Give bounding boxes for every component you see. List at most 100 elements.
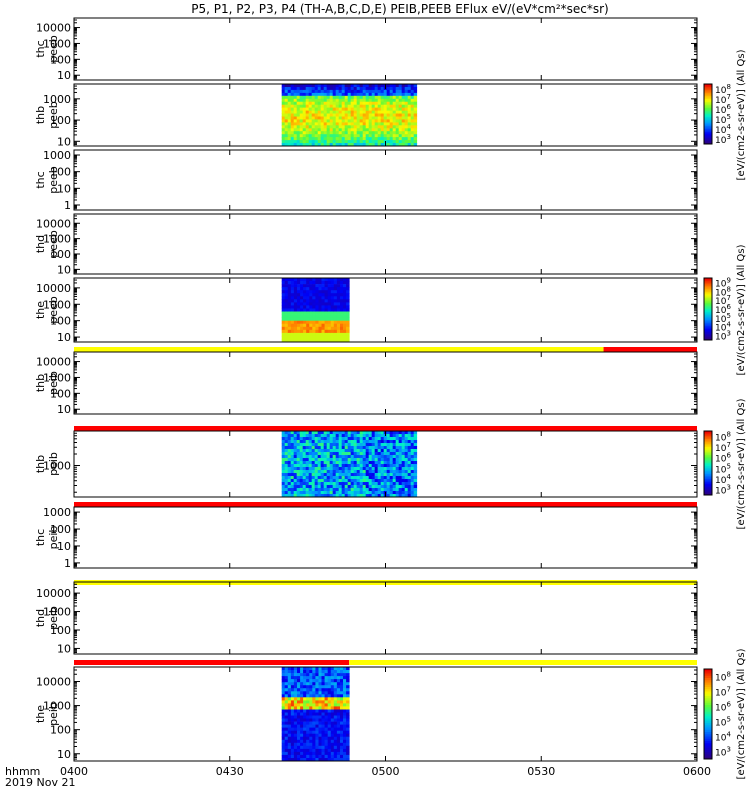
spectrogram-cell [356, 125, 361, 129]
spectrogram-cell [350, 101, 355, 106]
spectrogram-cell [323, 458, 328, 462]
spectrogram-cell [317, 119, 322, 123]
spectrogram-cell [324, 691, 329, 695]
spectrogram-cell [356, 104, 361, 109]
spectrogram-cell [293, 464, 298, 468]
spectrogram-cell [410, 104, 415, 109]
spectrogram-cell [340, 745, 344, 750]
spectrogram-cell [343, 332, 347, 337]
spectrogram-cell [347, 134, 352, 138]
spectrogram-cell [308, 98, 313, 103]
spectrogram-cell [287, 434, 292, 438]
spectrogram-cell [303, 314, 307, 318]
spectrogram-cell [308, 467, 313, 471]
spectrogram-cell [404, 87, 409, 91]
colorbar-tick-label: 107 [715, 93, 731, 106]
spectrogram-cell [374, 107, 379, 111]
spectrogram-cell [340, 284, 344, 288]
spectrogram-cell [299, 122, 304, 126]
spectrogram-cell [365, 452, 370, 456]
spectrogram-cell [306, 685, 310, 689]
spectrogram-cell [350, 89, 355, 94]
colorbar-cell [704, 127, 712, 130]
spectrogram-cell [386, 134, 391, 138]
spectrogram-cell [290, 314, 295, 318]
spectrogram-cell [315, 670, 319, 674]
spectrogram-cell [317, 134, 322, 138]
spectrogram-cell [300, 724, 304, 728]
spectrogram-cell [309, 754, 313, 759]
spectrogram-cell [300, 302, 304, 306]
spectrogram-cell [333, 736, 338, 741]
spectrogram-cell [326, 467, 331, 471]
spectrogram-cell [407, 92, 412, 97]
spectrogram-cell [338, 485, 343, 489]
spectrogram-cell [404, 443, 409, 447]
spectrogram-cell [410, 125, 415, 129]
spectrogram-cell [389, 446, 394, 450]
spectrogram-cell [347, 479, 352, 483]
spectrogram-cell [343, 326, 347, 331]
spectrogram-cell [395, 143, 400, 147]
spectrogram-cell [347, 464, 352, 468]
spectrogram-cell [296, 443, 301, 447]
spectrogram-cell [314, 98, 319, 103]
spectrogram-cell [300, 329, 304, 334]
spectrogram-cell [320, 101, 325, 106]
spectrogram-cell [321, 754, 325, 759]
spectrogram-cell [315, 727, 319, 731]
spectrogram-cell [296, 461, 301, 465]
spectrogram-cell [335, 101, 340, 106]
spectrogram-cell [410, 461, 415, 465]
spectrogram-cell [305, 446, 310, 450]
spectrogram-cell [321, 302, 325, 306]
y-tick-label: 10 [57, 540, 71, 553]
spectrogram-cell [321, 320, 325, 325]
spectrogram-cell [344, 494, 349, 498]
spectrogram-cell [297, 673, 301, 677]
spectrogram-cell [335, 437, 340, 441]
spectrogram-cell [281, 727, 286, 731]
spectrogram-cell [290, 308, 295, 312]
colorbar-cell [704, 327, 712, 330]
spectrogram-cell [386, 488, 391, 492]
colorbar-cell [704, 102, 712, 104]
spectrogram-cell [346, 697, 350, 701]
spectrogram-cell [327, 339, 332, 343]
spectrogram-cell [410, 488, 415, 492]
spectrogram-cell [374, 437, 379, 441]
spectrogram-cell [327, 278, 332, 282]
spectrogram-cell [335, 443, 340, 447]
spectrogram-cell [398, 455, 403, 459]
spectrogram-cell [287, 670, 292, 674]
spectrogram-cell [323, 113, 328, 117]
spectrogram-cell [340, 736, 344, 741]
spectrogram-cell [365, 87, 370, 91]
spectrogram-cell [293, 98, 298, 103]
spectrogram-cell [338, 470, 343, 474]
spectrogram-cell [359, 494, 364, 498]
spectrogram-cell [317, 467, 322, 471]
spectrogram-cell [333, 308, 338, 312]
spectrogram-cell [315, 724, 319, 728]
spectrogram-cell [346, 754, 350, 759]
spectrogram-cell [333, 745, 338, 750]
colorbar-cell [704, 103, 712, 106]
colorbar-cell [704, 732, 712, 735]
spectrogram-cell [374, 104, 379, 109]
spectrogram-cell [340, 691, 344, 695]
spectrogram-cell [377, 101, 382, 106]
spectrogram-cell [320, 98, 325, 103]
spectrogram-cell [299, 116, 304, 120]
spectrogram-cell [386, 434, 391, 438]
spectrogram-cell [326, 140, 331, 144]
spectrogram-cell [309, 700, 313, 704]
spectrogram-cell [374, 431, 379, 435]
spectrogram-cell [330, 700, 335, 704]
spectrogram-cell [327, 736, 332, 741]
spectrogram-cell [311, 467, 316, 471]
spectrogram-cell [290, 676, 295, 680]
spectrogram-cell [350, 443, 355, 447]
spectrogram-cell [297, 317, 301, 321]
spectrogram-cell [297, 748, 301, 753]
